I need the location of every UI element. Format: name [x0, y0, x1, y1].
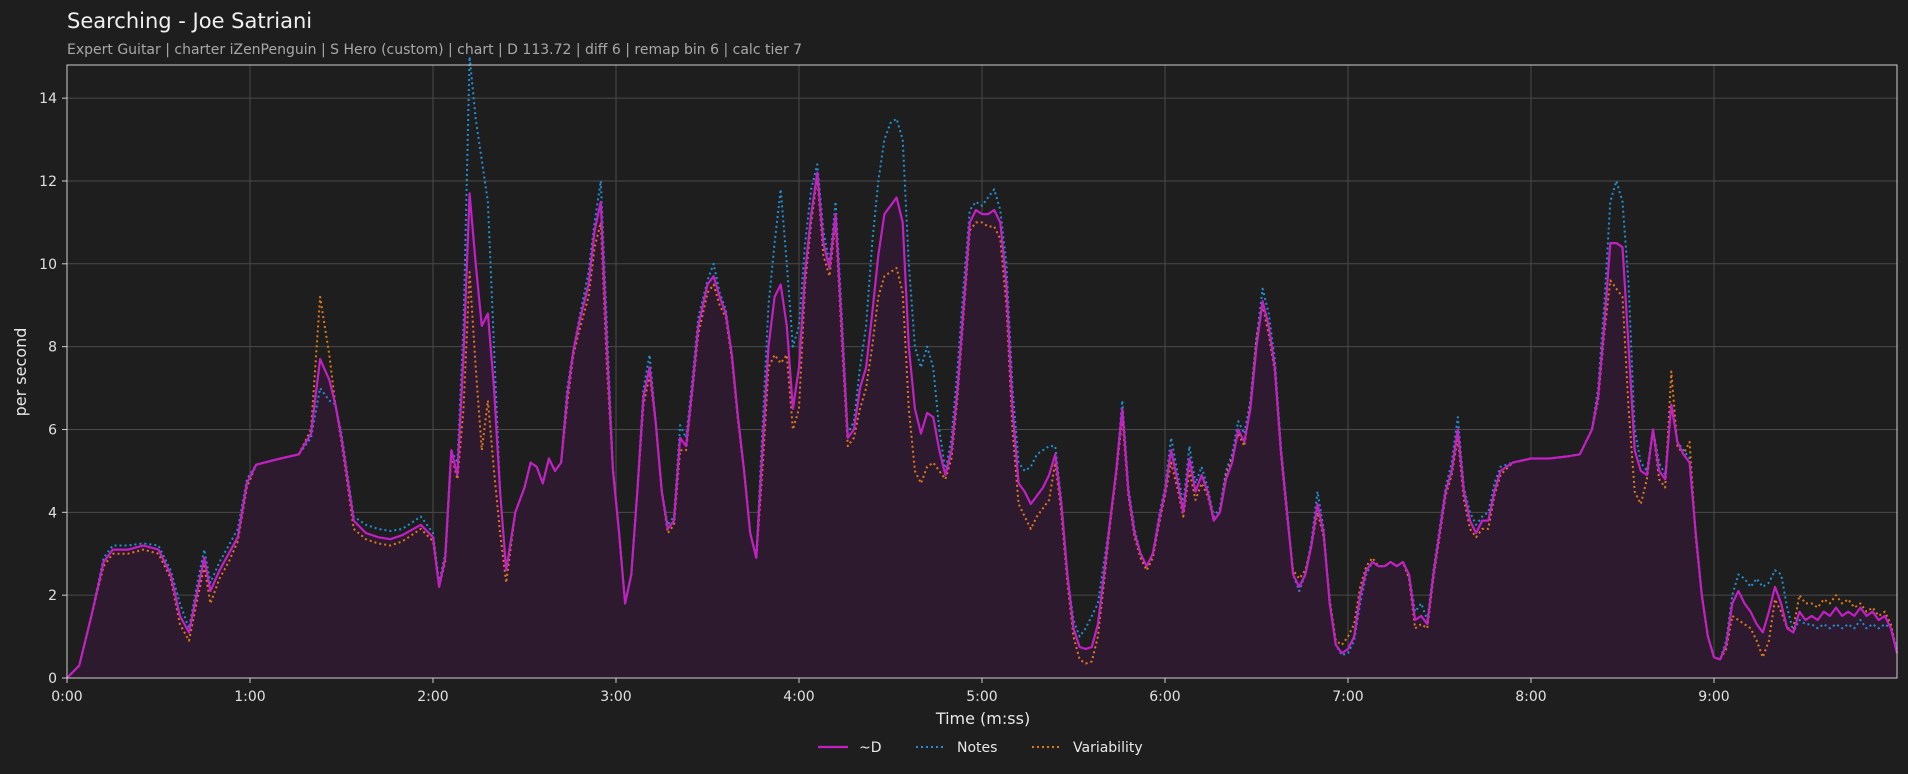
legend-label-~D: ~D: [859, 740, 882, 756]
x-axis-ticks: 0:00 1:00 2:00 3:00 4:00 5:00 6:00 7:00 8:00 9:00: [51, 678, 1730, 705]
x-axis-label: Time (m:ss): [935, 709, 1030, 728]
chart-title: Searching - Joe Satriani: [67, 9, 312, 33]
x-tick-label: 3:00: [600, 689, 631, 705]
y-axis-ticks: 0 2 4 6 8 10 12 14: [39, 91, 67, 687]
x-tick-label: 2:00: [417, 689, 448, 705]
y-tick-label: 12: [39, 174, 57, 190]
series-fill-~D: [67, 172, 1897, 678]
x-tick-label: 4:00: [783, 689, 814, 705]
y-tick-label: 4: [48, 505, 57, 521]
y-tick-label: 14: [39, 91, 57, 107]
series-line-Variability: [66, 175, 1898, 679]
x-tick-label: 1:00: [234, 689, 265, 705]
chart-subtitle: Expert Guitar | charter iZenPenguin | S …: [67, 42, 802, 58]
y-tick-label: 8: [48, 340, 57, 356]
y-tick-label: 6: [48, 422, 57, 438]
series-area: [67, 172, 1897, 678]
y-tick-label: 0: [48, 671, 57, 687]
series-lines: [66, 55, 1899, 679]
x-tick-label: 0:00: [51, 689, 82, 705]
y-tick-label: 10: [39, 257, 57, 273]
x-tick-label: 6:00: [1149, 689, 1180, 705]
series-line-~D: [66, 171, 1899, 679]
x-tick-label: 5:00: [966, 689, 997, 705]
legend-label-Notes: Notes: [957, 740, 997, 756]
y-axis-label: per second: [11, 328, 30, 417]
legend-label-Variability: Variability: [1073, 740, 1143, 756]
x-tick-label: 9:00: [1698, 689, 1729, 705]
y-tick-label: 2: [48, 588, 57, 604]
x-tick-label: 8:00: [1515, 689, 1546, 705]
x-tick-label: 7:00: [1332, 689, 1363, 705]
legend: ~D Notes Variability: [818, 740, 1143, 756]
